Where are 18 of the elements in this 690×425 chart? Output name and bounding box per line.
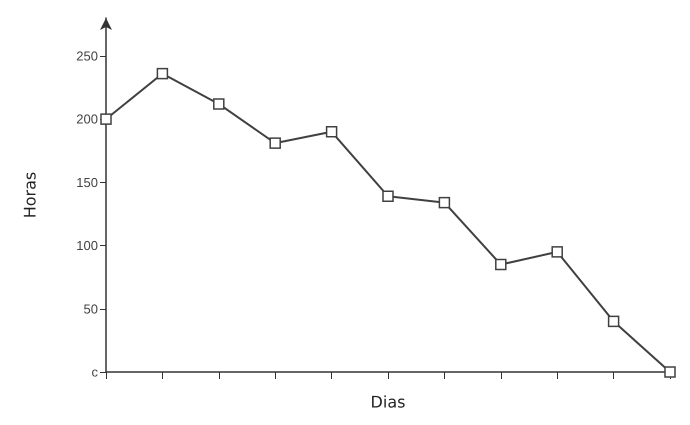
y-tick-label: 50 xyxy=(84,301,98,316)
point xyxy=(269,137,281,149)
y-tick-label: 200 xyxy=(76,112,98,127)
y-tick-label: 150 xyxy=(76,174,98,190)
point xyxy=(213,98,225,110)
point xyxy=(551,246,563,258)
y-tick-label: 250 xyxy=(76,48,98,64)
point xyxy=(156,68,168,80)
x-axis-title: Dias xyxy=(370,392,406,412)
point xyxy=(608,316,620,328)
point xyxy=(438,196,450,208)
y-tick-label: 100 xyxy=(76,238,98,254)
point xyxy=(495,258,507,270)
point xyxy=(382,190,394,202)
point xyxy=(326,126,338,138)
y-axis-title: Horas xyxy=(20,172,40,218)
y-tick-label: c xyxy=(92,364,98,380)
point xyxy=(100,113,112,125)
